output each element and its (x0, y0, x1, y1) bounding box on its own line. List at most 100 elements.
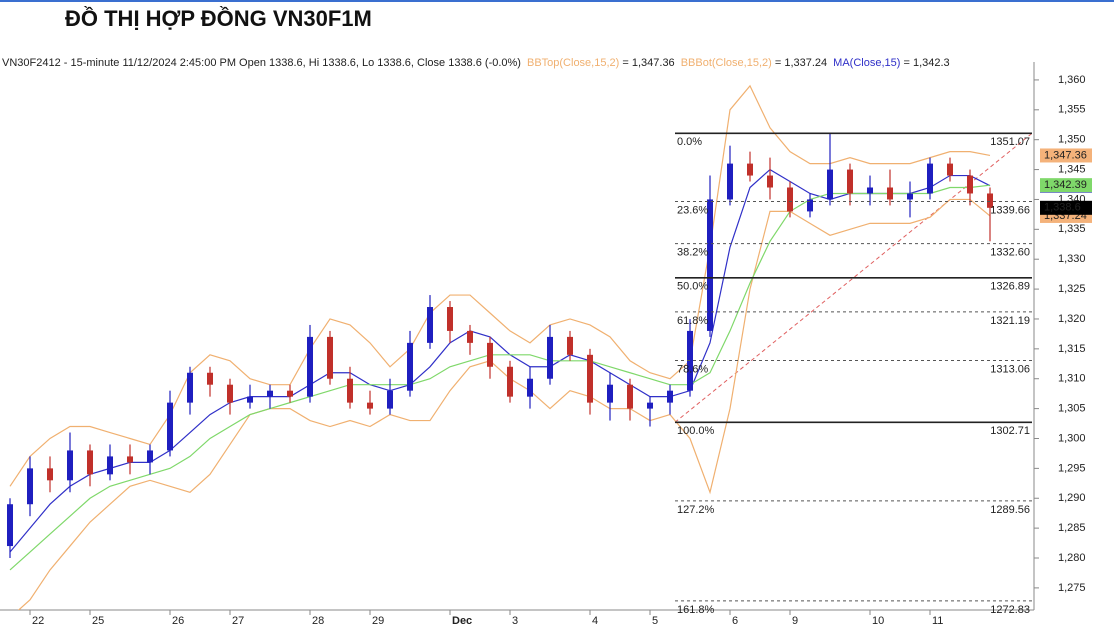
fib-ratio: 161.8% (677, 604, 715, 616)
candle-body (847, 169, 853, 194)
candle-body (307, 336, 313, 397)
x-tick-label: Dec (452, 615, 472, 627)
candle-body (287, 390, 293, 397)
y-tick-label: 1,350 (1058, 134, 1086, 146)
fib-value: 1339.66 (990, 204, 1030, 216)
price-badge (1040, 148, 1092, 163)
header-series-value: 1,337.24 (784, 57, 827, 69)
fib-ratio: 23.6% (677, 204, 708, 216)
x-tick-label: 4 (592, 615, 598, 627)
y-tick-label: 1,310 (1058, 373, 1086, 385)
candle-body (467, 330, 473, 343)
fib-value: 1313.06 (990, 363, 1030, 375)
candle-body (767, 175, 773, 188)
candle-body (247, 396, 253, 403)
candle-body (187, 372, 193, 403)
plot-area (7, 84, 1032, 610)
price-badge-label: 1,347.36 (1044, 149, 1087, 161)
y-tick-label: 1,335 (1058, 223, 1086, 235)
candle-body (447, 307, 453, 331)
candle-body (67, 450, 73, 481)
candle-body (407, 342, 413, 391)
y-tick-label: 1,295 (1058, 462, 1086, 474)
fib-ratio: 78.6% (677, 363, 708, 375)
candle-body (427, 307, 433, 343)
candle-body (947, 163, 953, 176)
candle-body (707, 199, 713, 331)
fib-value: 1332.60 (990, 247, 1030, 259)
candle-body (207, 372, 213, 385)
fib-value: 1302.71 (990, 425, 1030, 437)
candle-body (887, 187, 893, 200)
x-tick-label: 25 (92, 615, 104, 627)
header-series-value: 1,347.36 (632, 57, 675, 69)
candle-body (47, 468, 53, 481)
fib-value: 1321.19 (990, 315, 1030, 327)
y-tick-label: 1,345 (1058, 163, 1086, 175)
overlay-line (17, 198, 991, 610)
y-tick-label: 1,320 (1058, 313, 1086, 325)
candle-body (987, 193, 993, 208)
candle-body (827, 169, 833, 200)
candle-body (727, 163, 733, 200)
fib-value: 1351.07 (990, 136, 1030, 148)
candle-body (107, 456, 113, 475)
y-tick-label: 1,360 (1058, 74, 1086, 86)
y-tick-label: 1,330 (1058, 253, 1086, 265)
header-series-sep: = (772, 57, 785, 69)
candle-body (667, 390, 673, 403)
candle-body (567, 336, 573, 355)
header-text: VN30F2412 - 15-minute 11/12/2024 2:45:00… (2, 57, 521, 69)
fib-value: 1326.89 (990, 281, 1030, 293)
candle-body (927, 163, 933, 194)
candle-body (967, 175, 973, 194)
overlay-line (9, 168, 991, 553)
x-tick-label: 11 (932, 615, 943, 627)
x-tick-label: 28 (312, 615, 324, 627)
header-series-value: 1,342.3 (913, 57, 950, 69)
fib-ratio: 50.0% (677, 281, 708, 293)
header-series-name: MA(Close,15) (833, 57, 900, 69)
header-series-name: BBBot(Close,15,2) (681, 57, 772, 69)
fib-value: 1289.56 (990, 504, 1030, 516)
candle-body (127, 456, 133, 463)
header-series-name: BBTop(Close,15,2) (527, 57, 619, 69)
fib-ratio: 100.0% (677, 425, 715, 437)
y-tick-label: 1,285 (1058, 522, 1086, 534)
fib-ratio: 61.8% (677, 315, 708, 327)
candle-body (167, 402, 173, 451)
header-series-sep: = (900, 57, 913, 69)
candle-body (27, 468, 33, 505)
x-tick-label: 5 (652, 615, 658, 627)
fib-ratio: 38.2% (677, 247, 708, 259)
y-tick-label: 1,305 (1058, 403, 1086, 415)
header: VN30F2412 - 15-minute 11/12/2024 2:45:00… (2, 57, 950, 69)
candle-body (647, 402, 653, 409)
candle-body (87, 450, 93, 475)
candle-body (487, 342, 493, 367)
y-tick-label: 1,325 (1058, 283, 1086, 295)
y-tick-label: 1,290 (1058, 492, 1086, 504)
x-tick-label: 6 (732, 615, 738, 627)
fib-ratio: 0.0% (677, 136, 702, 148)
candle-body (627, 384, 633, 409)
x-tick-label: 9 (792, 615, 798, 627)
overlay-line (9, 84, 991, 487)
chart-title: ĐỒ THỊ HỢP ĐỒNG VN30F1M (65, 6, 372, 31)
price-badge-label: 1,342.39 (1044, 179, 1087, 191)
candle-body (227, 384, 233, 403)
candle-body (147, 450, 153, 463)
y-tick-label: 1,355 (1058, 104, 1086, 116)
candle-body (7, 504, 13, 547)
y-tick-label: 1,300 (1058, 432, 1086, 444)
y-tick-label: 1,280 (1058, 552, 1086, 564)
x-tick-label: 22 (32, 615, 44, 627)
x-tick-label: 10 (872, 615, 884, 627)
candle-body (807, 199, 813, 212)
y-tick-label: 1,315 (1058, 343, 1086, 355)
candle-body (747, 163, 753, 176)
candle-body (547, 336, 553, 379)
candle-body (867, 187, 873, 194)
candle-body (587, 354, 593, 403)
